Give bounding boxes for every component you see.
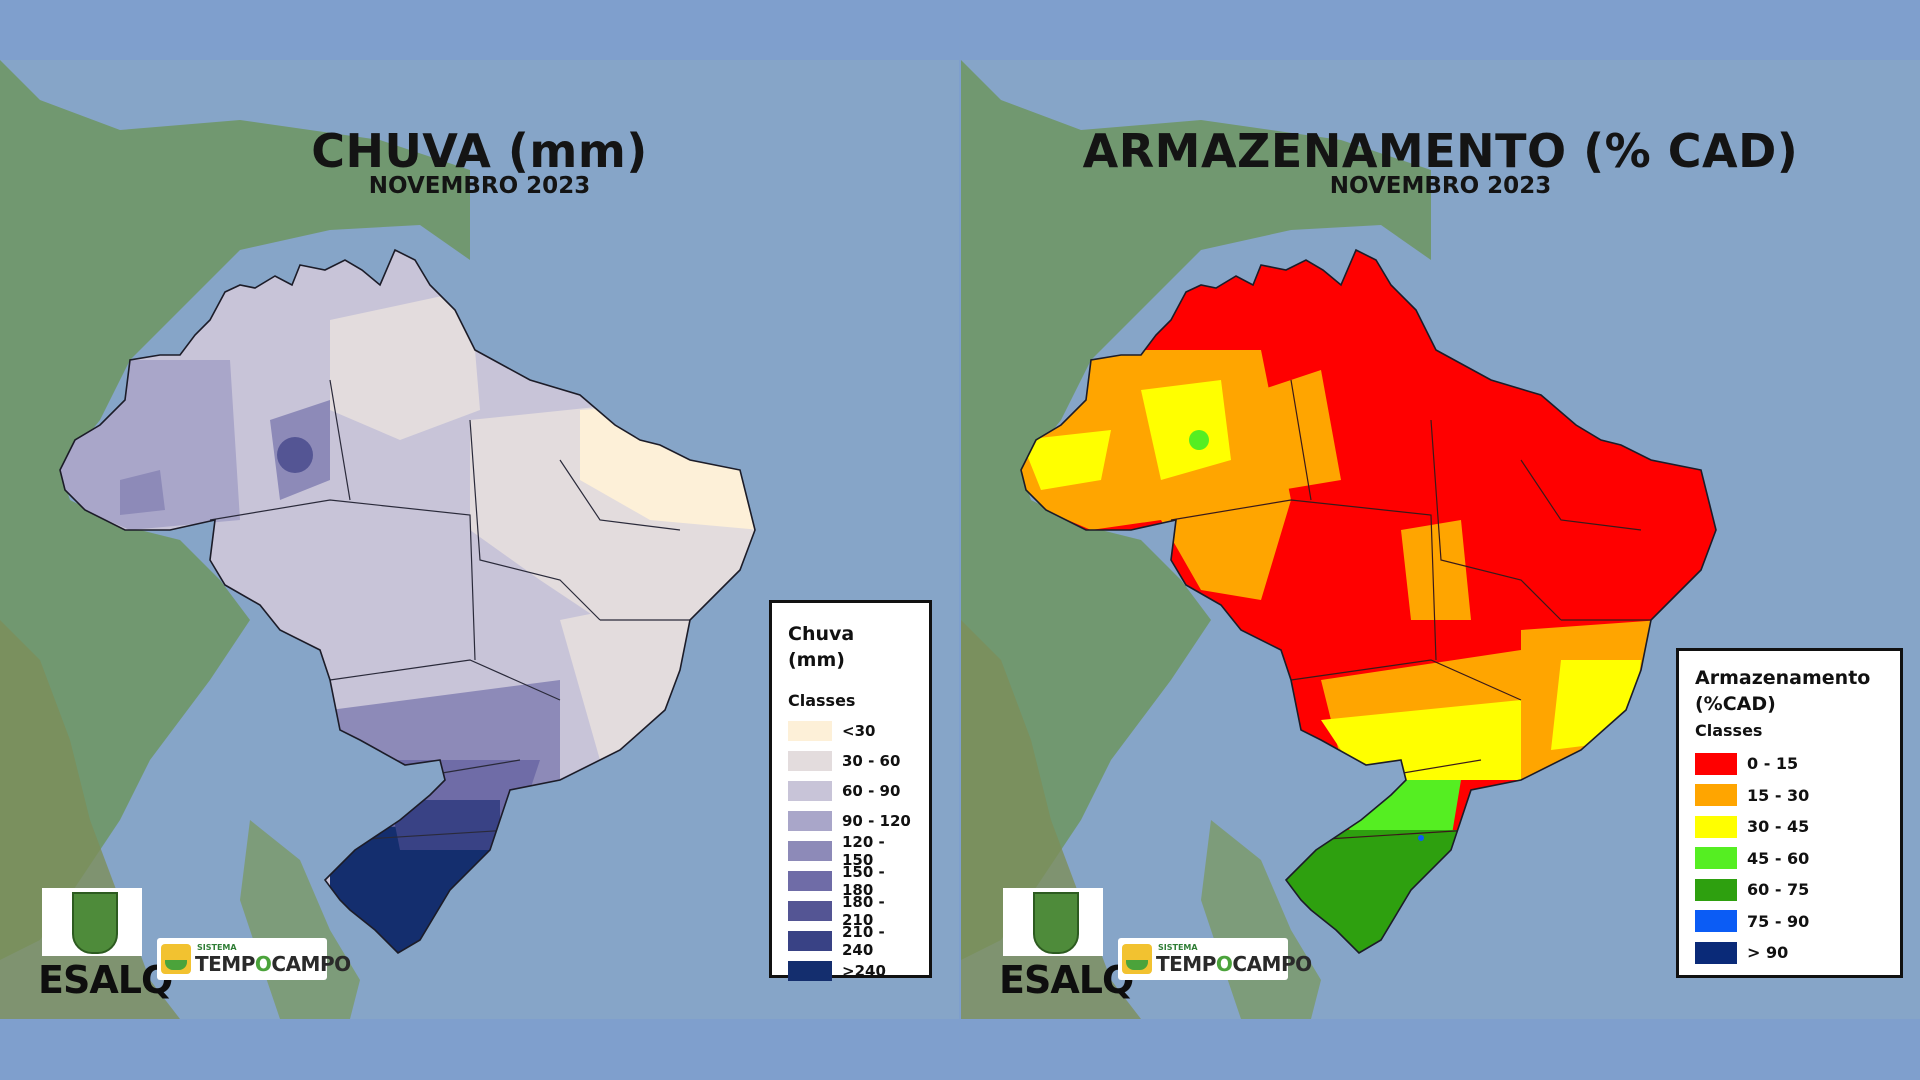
rain-map-subtitle: NOVEMBRO 2023	[368, 173, 591, 199]
rain-legend-swatch	[788, 721, 832, 741]
tempocampo-sun-icon	[1122, 944, 1152, 974]
tempocampo-main-text: TEMPOCAMPO	[1156, 952, 1312, 976]
rain-legend-label: <30	[842, 722, 876, 740]
rain-legend-swatch	[788, 871, 832, 891]
tempocampo-small-text: SISTEMA	[1158, 943, 1198, 952]
esalq-logo-text: ESALQ	[999, 958, 1134, 1002]
storage-legend-item: > 90	[1695, 937, 1884, 969]
storage-legend-label: 30 - 45	[1747, 817, 1810, 837]
storage-legend-item: 60 - 75	[1695, 874, 1884, 906]
storage-legend-label: 75 - 90	[1747, 911, 1810, 931]
esalq-logo: ESALQ	[38, 888, 173, 1006]
rain-legend-item: 120 - 150	[788, 833, 913, 869]
rain-legend-label: 90 - 120	[842, 812, 911, 830]
rain-legend-rows: <30 30 - 60 60 - 90 90 - 120 120 - 150 150 - …	[788, 716, 913, 986]
rain-legend-item: 180 - 210	[788, 893, 913, 929]
storage-legend-swatch	[1695, 847, 1737, 870]
esalq-logo: ESALQ	[999, 888, 1134, 1006]
tempocampo-main-text: TEMPOCAMPO	[195, 952, 351, 976]
storage-legend-title-line1: Armazenamento	[1695, 667, 1871, 689]
storage-legend-subtitle: Classes	[1695, 721, 1763, 740]
rain-legend-label: 150 - 180	[842, 863, 885, 899]
storage-legend-label: > 90	[1747, 943, 1789, 963]
rain-map-panel: CHUVA (mm) NOVEMBRO 2023 Chuva (mm) Clas…	[0, 60, 959, 1019]
rain-legend-item: 90 - 120	[788, 806, 913, 836]
esalq-shield-icon	[1033, 892, 1079, 954]
rain-legend-item: 210 - 240	[788, 923, 913, 959]
rain-legend-swatch	[788, 811, 832, 831]
storage-legend-label: 0 - 15	[1747, 754, 1799, 774]
tempocampo-text-part2: CAMPO	[271, 952, 351, 976]
esalq-emblem-box	[1003, 888, 1103, 956]
storage-map-panel: ARMAZENAMENTO (% CAD) NOVEMBRO 2023 Arma…	[961, 60, 1920, 1019]
rain-legend-item: <30	[788, 716, 913, 746]
rain-legend-swatch	[788, 841, 832, 861]
storage-legend-label: 15 - 30	[1747, 785, 1810, 805]
rain-legend-swatch	[788, 961, 832, 981]
storage-legend-swatch	[1695, 752, 1737, 775]
tempocampo-sun-icon	[161, 944, 191, 974]
rain-legend-item: 60 - 90	[788, 776, 913, 806]
storage-legend-item: 30 - 45	[1695, 811, 1884, 843]
rain-legend-label: 180 - 210	[842, 893, 885, 929]
tempocampo-text-o: O	[254, 952, 272, 976]
rain-legend-label: 60 - 90	[842, 782, 901, 800]
storage-legend-label: 60 - 75	[1747, 880, 1810, 900]
storage-legend-swatch	[1695, 784, 1737, 807]
rain-legend: Chuva (mm) Classes <30 30 - 60 60 - 90 90 -…	[769, 600, 932, 981]
storage-legend-item: 75 - 90	[1695, 906, 1884, 938]
tempocampo-text-part1: TEMP	[195, 952, 255, 976]
tempocampo-logo: SISTEMA TEMPOCAMPO	[157, 938, 351, 980]
rain-legend-label: >240	[842, 962, 886, 980]
storage-legend-title-line2: (%CAD)	[1695, 693, 1776, 715]
esalq-shield-icon	[72, 892, 118, 954]
rain-legend-swatch	[788, 901, 832, 921]
storage-legend: Armazenamento (%CAD) Classes 0 - 15 15 - …	[1676, 648, 1903, 978]
storage-legend-item: 15 - 30	[1695, 780, 1884, 812]
tempocampo-text-o: O	[1215, 952, 1233, 976]
rain-legend-item: 30 - 60	[788, 746, 913, 776]
rain-legend-swatch	[788, 751, 832, 771]
rain-legend-swatch	[788, 931, 832, 951]
rain-legend-swatch	[788, 781, 832, 801]
tempocampo-text-part2: CAMPO	[1232, 952, 1312, 976]
storage-legend-item: 45 - 60	[1695, 843, 1884, 875]
tempocampo-small-text: SISTEMA	[197, 943, 237, 952]
storage-map-title: ARMAZENAMENTO (% CAD)	[1082, 124, 1799, 178]
rain-legend-title: Chuva (mm)	[788, 623, 855, 671]
esalq-emblem-box	[42, 888, 142, 956]
rain-legend-label: 30 - 60	[842, 752, 901, 770]
tempocampo-logo: SISTEMA TEMPOCAMPO	[1118, 938, 1312, 980]
storage-legend-swatch	[1695, 910, 1737, 933]
storage-legend-item: 0 - 15	[1695, 748, 1884, 780]
storage-legend-label: 45 - 60	[1747, 848, 1810, 868]
rain-legend-label: 120 - 150	[842, 833, 885, 869]
storage-legend-swatch	[1695, 878, 1737, 901]
storage-map-subtitle: NOVEMBRO 2023	[1329, 173, 1552, 199]
esalq-logo-text: ESALQ	[38, 958, 173, 1002]
storage-legend-swatch	[1695, 941, 1737, 964]
rain-legend-item: >240	[788, 956, 913, 986]
rain-legend-subtitle: Classes	[788, 691, 856, 710]
storage-legend-swatch	[1695, 815, 1737, 838]
storage-legend-rows: 0 - 15 15 - 30 30 - 45 45 - 60 60 - 75 75 - 9…	[1695, 748, 1884, 969]
rain-map-title: CHUVA (mm)	[311, 124, 648, 178]
rain-legend-label: 210 - 240	[842, 923, 885, 959]
tempocampo-text-part1: TEMP	[1156, 952, 1216, 976]
rain-legend-item: 150 - 180	[788, 863, 913, 899]
